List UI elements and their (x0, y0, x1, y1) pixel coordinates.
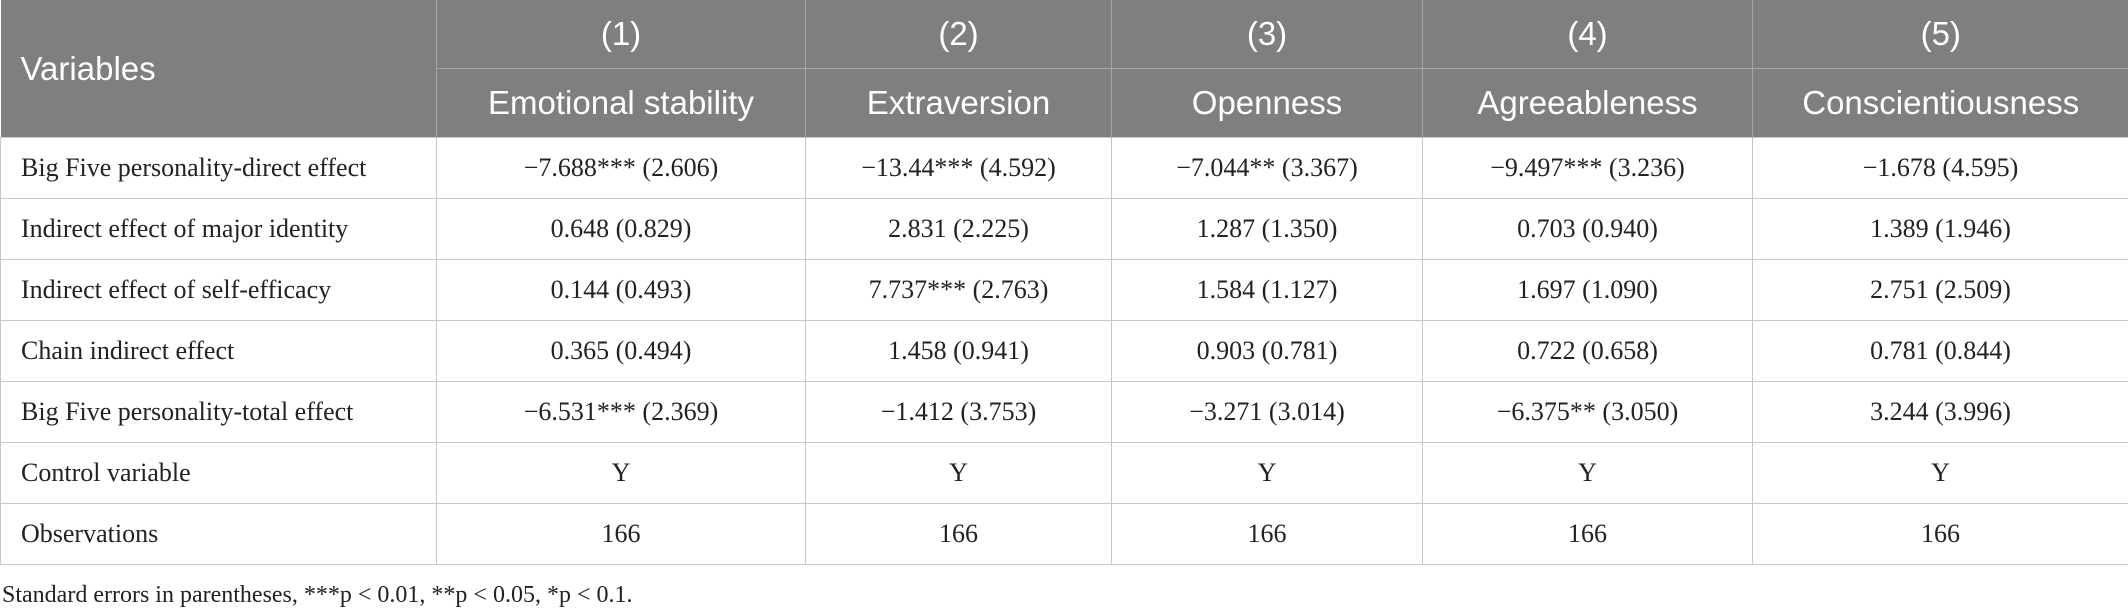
table-row: Indirect effect of self-efficacy 0.144 (0… (0, 259, 2128, 321)
table-cell: 0.365 (0.494) (436, 320, 806, 382)
table-cell: 1.458 (0.941) (805, 320, 1112, 382)
table-cell: 0.648 (0.829) (436, 198, 806, 260)
header-cell: (4) (1422, 0, 1753, 69)
row-label: Big Five personality-direct effect (0, 137, 437, 199)
table-cell: 1.287 (1.350) (1111, 198, 1423, 260)
table-row: Big Five personality-direct effect −7.688… (0, 137, 2128, 199)
table-cell: Y (1111, 442, 1423, 504)
table-cell: −7.044** (3.367) (1111, 137, 1423, 199)
header-cell: Conscientiousness (1752, 68, 2128, 138)
table-cell: 1.389 (1.946) (1752, 198, 2128, 260)
table-cell: −6.531*** (2.369) (436, 381, 806, 443)
table-cell: −9.497*** (3.236) (1422, 137, 1753, 199)
row-label: Observations (0, 503, 437, 565)
table-cell: 166 (1422, 503, 1753, 565)
table-cell: Y (1422, 442, 1753, 504)
header-cell: Openness (1111, 68, 1423, 138)
table-cell: 0.781 (0.844) (1752, 320, 2128, 382)
header-cell: Extraversion (805, 68, 1112, 138)
header-cell: (5) (1752, 0, 2128, 69)
table-row: Observations 166 166 166 166 166 (0, 503, 2128, 565)
table-cell: −3.271 (3.014) (1111, 381, 1423, 443)
table-cell: 166 (436, 503, 806, 565)
header-cell: (3) (1111, 0, 1423, 69)
table-cell: −1.678 (4.595) (1752, 137, 2128, 199)
row-label: Big Five personality-total effect (0, 381, 437, 443)
table-cell: 0.144 (0.493) (436, 259, 806, 321)
table-cell: 0.903 (0.781) (1111, 320, 1423, 382)
table-row: Chain indirect effect 0.365 (0.494) 1.458 … (0, 320, 2128, 382)
header-cell: (2) (805, 0, 1112, 69)
table-cell: 1.697 (1.090) (1422, 259, 1753, 321)
table-cell: 3.244 (3.996) (1752, 381, 2128, 443)
row-label: Indirect effect of self-efficacy (0, 259, 437, 321)
table-cell: −13.44*** (4.592) (805, 137, 1112, 199)
table-cell: 7.737*** (2.763) (805, 259, 1112, 321)
table-cell: −1.412 (3.753) (805, 381, 1112, 443)
table-body: Big Five personality-direct effect −7.688… (0, 137, 2128, 565)
table-cell: Y (1752, 442, 2128, 504)
header-row: Emotional stability Extraversion Openness A… (1, 68, 2128, 138)
row-label: Chain indirect effect (0, 320, 437, 382)
row-label: Control variable (0, 442, 437, 504)
table-cell: −7.688*** (2.606) (436, 137, 806, 199)
table-cell: Y (805, 442, 1112, 504)
header-cell: (1) (436, 0, 806, 69)
table-row: Big Five personality-total effect −6.531*… (0, 381, 2128, 443)
table-header: Variables (1) (2) (3) (4) (5) Emotional stab… (0, 0, 2128, 138)
table-row: Control variable Y Y Y Y Y (0, 442, 2128, 504)
table-cell: 2.751 (2.509) (1752, 259, 2128, 321)
table-cell: 166 (1111, 503, 1423, 565)
table-row: Indirect effect of major identity 0.648 (… (0, 198, 2128, 260)
table-cell: 166 (1752, 503, 2128, 565)
table-cell: 166 (805, 503, 1112, 565)
footnote: Standard errors in parentheses, ***p < 0… (2, 582, 633, 608)
header-cell: Variables (0, 0, 437, 138)
header-cell: Emotional stability (436, 68, 806, 138)
table-cell: 2.831 (2.225) (805, 198, 1112, 260)
header-cell: Agreeableness (1422, 68, 1753, 138)
table-cell: 0.703 (0.940) (1422, 198, 1753, 260)
table-cell: Y (436, 442, 806, 504)
table-cell: 0.722 (0.658) (1422, 320, 1753, 382)
table-cell: 1.584 (1.127) (1111, 259, 1423, 321)
table-cell: −6.375** (3.050) (1422, 381, 1753, 443)
results-table: Variables (1) (2) (3) (4) (5) Emotional stab… (0, 0, 2128, 565)
header-row: Variables (1) (2) (3) (4) (5) (0, 0, 2128, 138)
row-label: Indirect effect of major identity (0, 198, 437, 260)
